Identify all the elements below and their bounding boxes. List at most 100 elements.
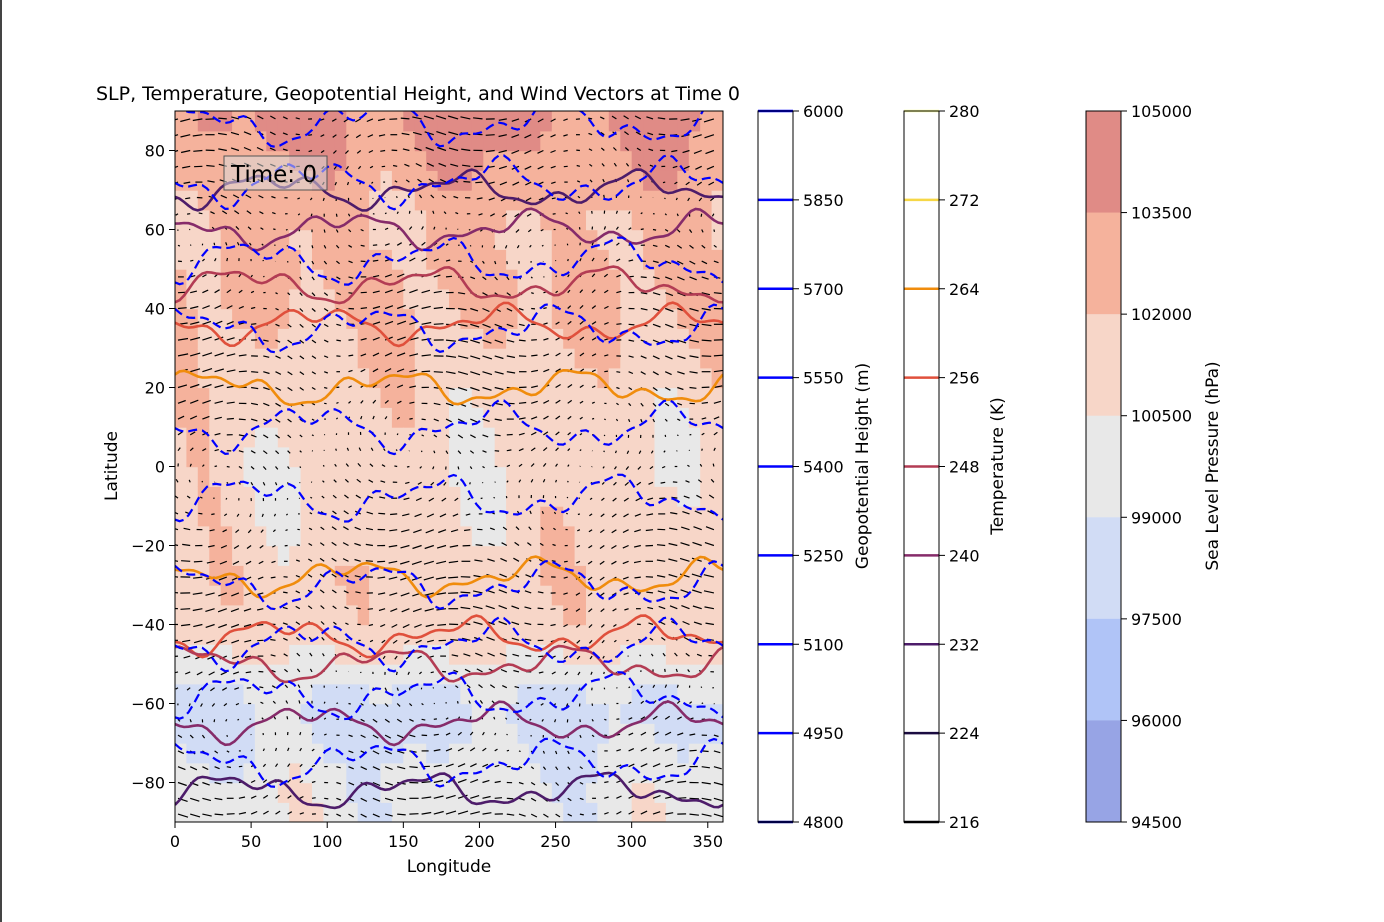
wind-vector	[320, 134, 325, 138]
wind-vector	[365, 527, 374, 531]
slp-cell	[426, 407, 439, 428]
wind-vector	[189, 766, 198, 771]
slp-cell	[254, 288, 267, 310]
wind-vector	[347, 213, 351, 217]
wind-vector	[311, 339, 317, 344]
slp-cell	[334, 782, 347, 803]
slp-cell	[494, 565, 507, 586]
wind-vector	[282, 132, 288, 136]
slp-cell	[597, 545, 610, 566]
slp-cell	[460, 130, 473, 152]
slp-cell	[289, 446, 302, 468]
slp-cell	[323, 130, 336, 152]
wind-vector	[360, 734, 366, 739]
wind-vector	[648, 148, 654, 152]
slp-cell	[243, 427, 256, 448]
slp-cell	[460, 743, 473, 764]
wind-vector	[421, 354, 431, 357]
wind-vector	[650, 450, 654, 454]
slp-cell	[197, 427, 210, 448]
wind-vector	[226, 401, 235, 404]
wind-vector	[530, 431, 537, 436]
wind-vector	[604, 781, 609, 784]
slp-cell	[346, 723, 359, 744]
wind-vector	[396, 289, 406, 294]
slp-cell	[312, 466, 324, 487]
wind-vector	[638, 638, 641, 641]
slp-cell	[197, 585, 210, 606]
wind-vector	[384, 734, 392, 739]
wind-vector	[433, 418, 439, 422]
slp-cell	[220, 190, 233, 211]
slp-cell	[677, 545, 690, 566]
wind-vector	[600, 624, 605, 628]
wind-vector	[689, 276, 697, 281]
wind-vector	[713, 447, 716, 451]
slp-cell	[643, 525, 656, 547]
slp-cell	[426, 466, 439, 487]
slp-cell	[563, 585, 576, 606]
slp-cell	[597, 387, 610, 408]
wind-vector	[482, 450, 487, 453]
wind-vector	[421, 241, 426, 246]
wind-vector	[516, 245, 520, 249]
slp-cell	[551, 209, 564, 231]
slp-cell	[688, 229, 701, 250]
wind-vector	[460, 606, 471, 610]
wind-vector	[689, 260, 696, 265]
wind-vector	[233, 671, 240, 675]
wind-vector	[550, 165, 556, 169]
wind-vector	[396, 400, 402, 404]
wind-vector	[324, 813, 329, 816]
slp-cell	[312, 644, 324, 665]
slp-cell	[631, 506, 644, 527]
slp-cell	[551, 249, 564, 270]
wind-vector	[384, 813, 393, 817]
wind-vector	[624, 147, 630, 151]
slp-cell	[540, 348, 553, 369]
wind-vector	[226, 766, 232, 769]
slp-cell	[220, 288, 233, 310]
slp-cell	[586, 427, 598, 448]
wind-vector	[335, 213, 338, 217]
slp-cell	[711, 802, 723, 822]
wind-vector	[482, 276, 487, 281]
slp-cell	[232, 782, 245, 803]
x-tick-label: 350	[693, 832, 724, 851]
slp-cell	[209, 111, 222, 132]
slp-cell	[346, 545, 359, 566]
slp-cell	[677, 762, 690, 784]
slp-cell	[597, 249, 610, 270]
slp-cell	[563, 427, 576, 448]
wind-vector	[538, 671, 544, 674]
slp-cell	[437, 683, 450, 705]
slp-cell	[665, 209, 678, 231]
slp-cell	[391, 328, 404, 349]
wind-vector	[613, 481, 617, 486]
slp-cell	[654, 683, 667, 705]
slp-cell	[403, 170, 416, 191]
slp-cell	[494, 683, 507, 705]
wind-vector	[384, 750, 393, 755]
temperature-contour-232	[175, 771, 723, 810]
wind-vector	[384, 289, 393, 294]
wind-vector	[470, 795, 480, 799]
slp-cell	[677, 506, 690, 527]
wind-vector	[226, 321, 234, 325]
slp-cell	[243, 328, 256, 349]
wind-vector	[421, 718, 426, 721]
wind-vector	[407, 195, 410, 199]
slp-cell	[677, 585, 690, 606]
wind-vector	[225, 242, 228, 246]
wind-vector	[298, 700, 301, 704]
slp-cell	[574, 506, 587, 527]
colorbar-tick-label: 100500	[1131, 407, 1192, 426]
slp-cell	[711, 683, 723, 705]
wind-vector	[372, 750, 380, 755]
wind-vector	[614, 450, 617, 454]
slp-cell	[414, 288, 427, 310]
slp-cell	[369, 604, 382, 626]
colorbar-tick-label: 97500	[1131, 610, 1182, 629]
wind-vector	[436, 560, 447, 565]
slp-cell	[540, 506, 553, 527]
